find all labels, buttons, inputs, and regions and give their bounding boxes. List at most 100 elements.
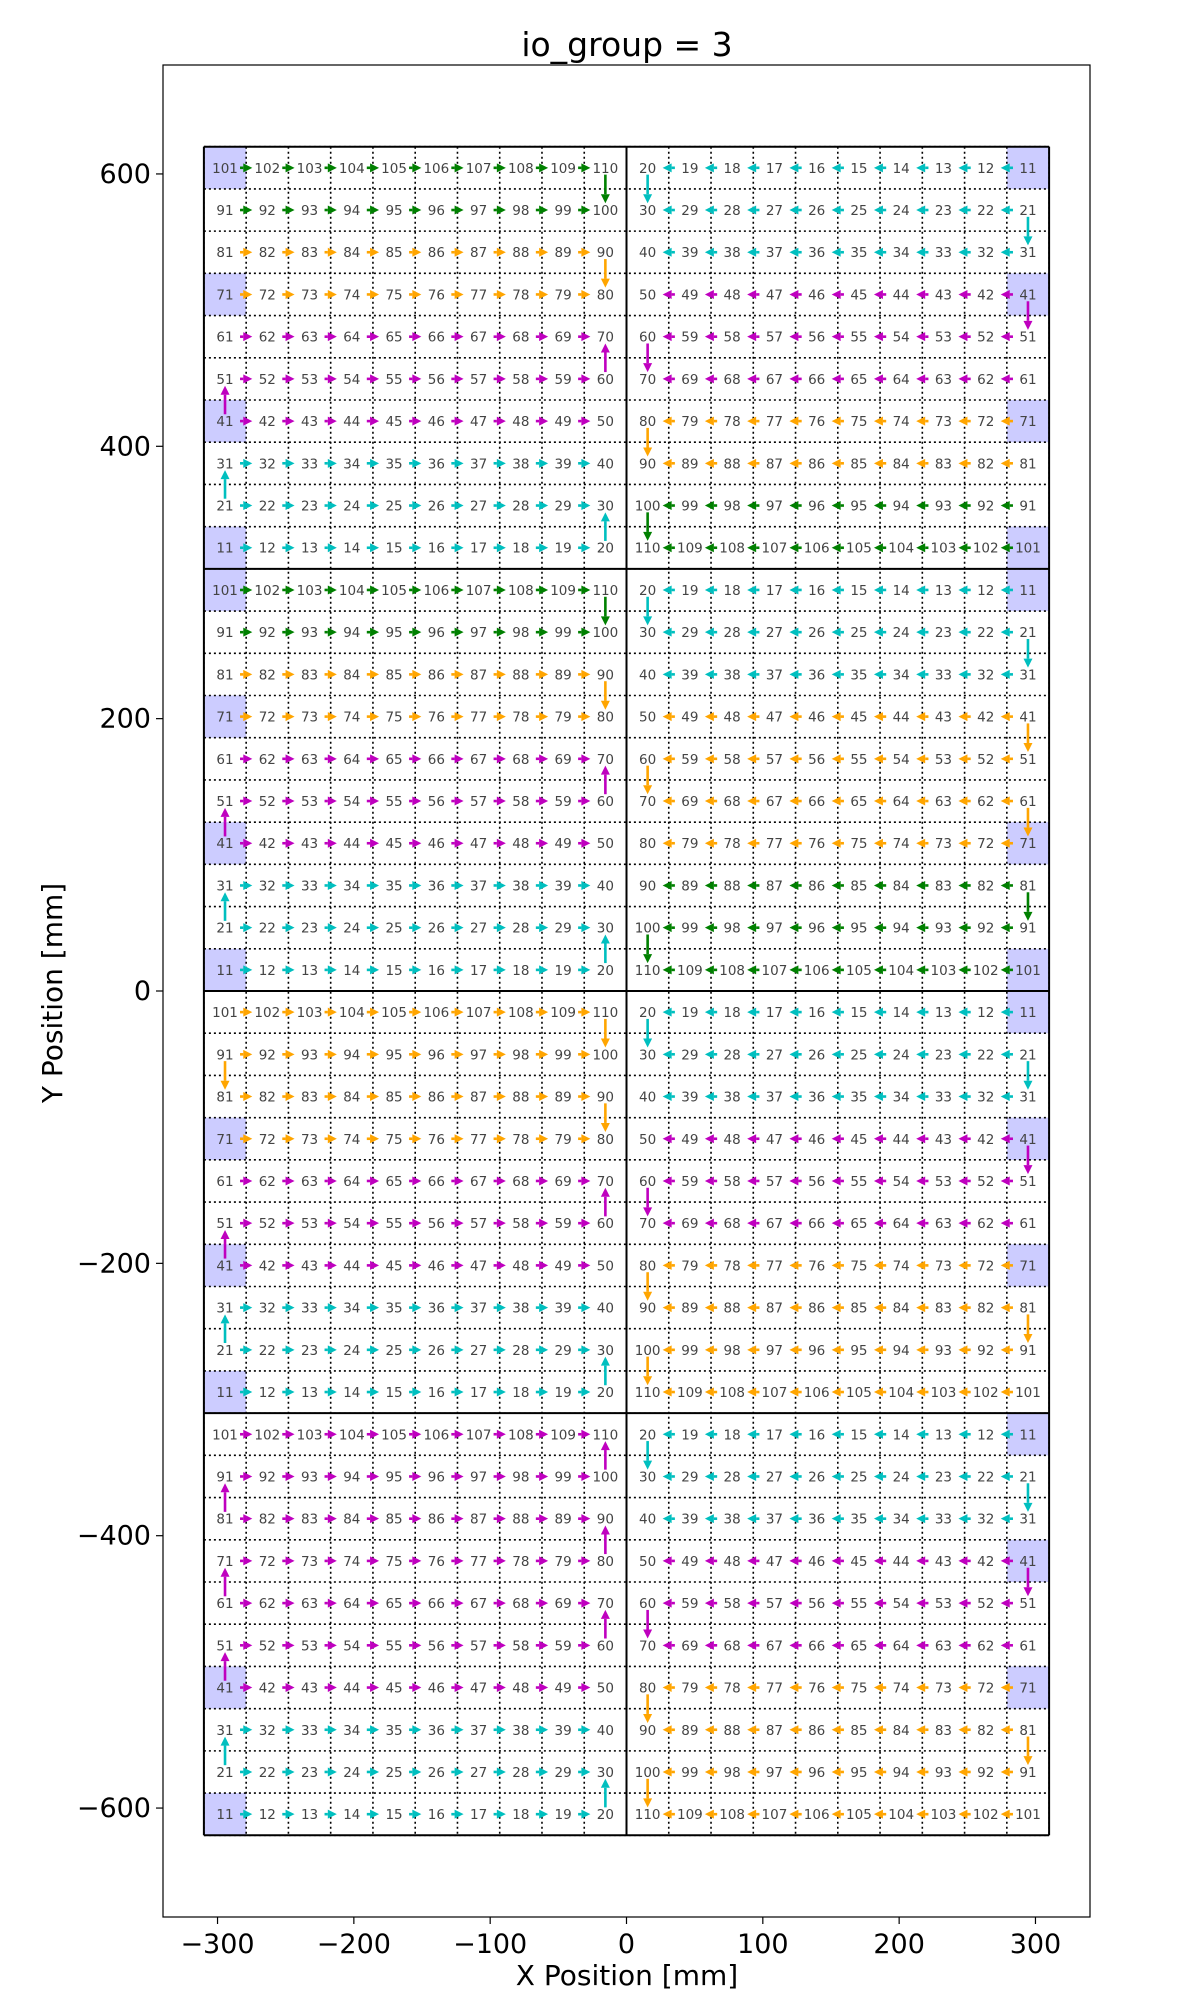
chip-link-arrowhead — [327, 416, 337, 426]
chip-link-arrowhead — [789, 627, 799, 637]
chip-link-arrowhead — [873, 289, 883, 299]
chip-label: 38 — [512, 1723, 529, 1739]
chip-label: 34 — [893, 1090, 910, 1106]
chip-label: 105 — [846, 1385, 872, 1401]
chip-label: 16 — [808, 161, 825, 177]
chip-label: 101 — [1015, 1807, 1041, 1823]
chip-label: 11 — [216, 1385, 233, 1401]
chip-label: 69 — [555, 752, 572, 768]
chip-link-arrowhead — [1000, 1260, 1010, 1270]
chip-link-arrowhead — [327, 585, 337, 595]
x-tick-label: −200 — [317, 1929, 391, 1960]
chip-label: 77 — [470, 1554, 487, 1570]
chip-label: 21 — [1019, 1047, 1036, 1063]
chip-label: 99 — [681, 499, 698, 515]
chip-label: 85 — [850, 456, 867, 472]
chip-label: 78 — [512, 1132, 529, 1148]
chip-label: 66 — [428, 752, 445, 768]
chip-label: 37 — [766, 245, 783, 261]
chip-link-arrowhead — [747, 1514, 757, 1524]
chip-label: 86 — [428, 1512, 445, 1528]
chip-label: 19 — [555, 1385, 572, 1401]
chip-link-arrowhead — [412, 332, 422, 342]
chip-label: 66 — [428, 1596, 445, 1612]
chip-label: 17 — [766, 583, 783, 599]
axes-layer: −300 −200 −100 0 100 200 3006004002000−200−400… — [77, 64, 1091, 1960]
chip-label: 99 — [681, 1343, 698, 1359]
chip-label: 79 — [555, 1132, 572, 1148]
chip-link-arrowhead — [285, 1092, 295, 1102]
chip-link-arrowhead — [454, 247, 464, 257]
chip-link-arrowhead — [539, 712, 549, 722]
chip-label: 85 — [385, 1090, 402, 1106]
chip-label: 85 — [850, 878, 867, 894]
chip-label: 74 — [343, 710, 360, 726]
chip-label: 94 — [893, 499, 910, 515]
chip-link-arrowhead — [539, 754, 549, 764]
chip-label: 69 — [681, 1216, 698, 1232]
chip-link-arrowhead — [243, 712, 253, 722]
chip-link-arrowhead — [789, 1725, 799, 1735]
chip-link-arrowhead — [539, 1471, 549, 1481]
chip-label: 84 — [893, 1723, 910, 1739]
chip-label: 70 — [639, 1216, 656, 1232]
chip-label: 100 — [635, 1765, 661, 1781]
chip-link-arrowhead — [662, 669, 672, 679]
chip-link-arrowhead — [704, 1092, 714, 1102]
chip-link-arrowhead — [958, 501, 968, 511]
chip-link-arrowhead — [285, 1218, 295, 1228]
chip-label: 34 — [893, 1512, 910, 1528]
chip-label: 60 — [597, 372, 614, 388]
chip-link-arrowhead — [370, 796, 380, 806]
chip-label: 98 — [724, 1343, 741, 1359]
chip-label: 110 — [635, 541, 661, 557]
chip-label: 58 — [724, 752, 741, 768]
chip-link-arrowhead — [454, 669, 464, 679]
chip-label: 85 — [385, 1512, 402, 1528]
chip-link-arrowhead — [285, 247, 295, 257]
chip-label: 35 — [385, 456, 402, 472]
chip-label: 69 — [555, 1174, 572, 1190]
chip-link-arrowhead — [831, 374, 841, 384]
chip-label: 68 — [512, 330, 529, 346]
chip-link-arrowhead — [831, 1514, 841, 1524]
chip-link-arrowhead — [220, 1567, 230, 1577]
chip-link-arrowhead — [370, 627, 380, 637]
chip-label: 75 — [385, 710, 402, 726]
chip-link-arrowhead — [789, 543, 799, 553]
chip-link-arrowhead — [704, 1049, 714, 1059]
chip-label: 16 — [428, 1807, 445, 1823]
chip-label: 66 — [808, 794, 825, 810]
chip-label: 52 — [259, 372, 276, 388]
chip-link-arrowhead — [327, 289, 337, 299]
chip-label: 75 — [385, 287, 402, 303]
chip-link-arrowhead — [243, 1260, 253, 1270]
chip-link-arrowhead — [789, 1007, 799, 1017]
chip-label: 70 — [639, 1638, 656, 1654]
chip-label: 102 — [973, 1807, 999, 1823]
chip-link-arrowhead — [643, 531, 653, 541]
chip-label: 30 — [639, 203, 656, 219]
chip-link-arrowhead — [662, 796, 672, 806]
chip-link-arrowhead — [454, 627, 464, 637]
chip-link-arrowhead — [1000, 1303, 1010, 1313]
chip-label: 22 — [977, 1469, 994, 1485]
chip-label: 31 — [1019, 245, 1036, 261]
chip-link-arrowhead — [873, 712, 883, 722]
chip-link-arrowhead — [958, 627, 968, 637]
chip-link-arrowhead — [370, 1007, 380, 1017]
chip-label: 48 — [724, 287, 741, 303]
chip-label: 26 — [808, 625, 825, 641]
chip-link-arrowhead — [789, 1387, 799, 1397]
chip-label: 99 — [681, 1765, 698, 1781]
chip-label: 45 — [850, 710, 867, 726]
chip-label: 44 — [893, 287, 910, 303]
chip-link-arrowhead — [600, 343, 610, 353]
chip-link-arrowhead — [412, 1134, 422, 1144]
chip-label: 31 — [1019, 1090, 1036, 1106]
chip-link-arrowhead — [370, 585, 380, 595]
chip-link-arrowhead — [220, 1652, 230, 1662]
chip-link-arrowhead — [412, 585, 422, 595]
chip-link-arrowhead — [916, 712, 926, 722]
chip-link-arrowhead — [285, 1429, 295, 1439]
